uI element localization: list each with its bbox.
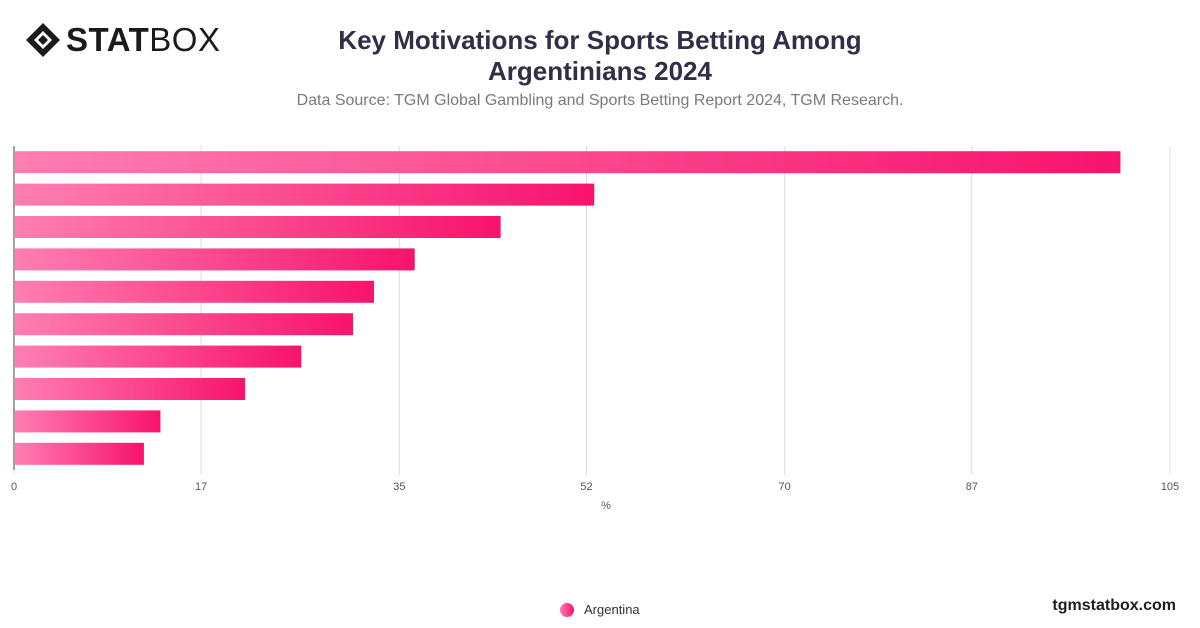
logo-text-bold: STAT <box>66 21 150 58</box>
bar[interactable] <box>15 151 1121 174</box>
legend-label-argentina: Argentina <box>584 602 640 617</box>
x-tick-label: 70 <box>779 481 791 493</box>
watermark: tgmstatbox.com <box>1052 597 1176 614</box>
x-axis-title: % <box>601 500 611 512</box>
chart-title: Key Motivations for Sports Betting Among… <box>338 25 862 86</box>
legend-marker-argentina <box>560 602 574 617</box>
statbox-logo: STATBOX <box>25 22 220 58</box>
bar[interactable] <box>15 345 302 368</box>
bar[interactable] <box>15 183 595 206</box>
x-tick-label: 17 <box>195 481 207 493</box>
bar[interactable] <box>15 410 161 433</box>
chart-subtitle: Data Source: TGM Global Gambling and Spo… <box>296 92 904 109</box>
chart-legend[interactable]: Argentina <box>560 602 640 617</box>
x-tick-label: 35 <box>393 481 405 493</box>
bar[interactable] <box>15 442 144 465</box>
bar[interactable] <box>15 216 501 238</box>
x-tick-label: 52 <box>580 481 592 493</box>
x-tick-label: 105 <box>1161 481 1179 493</box>
x-tick-label: 0 <box>11 481 17 493</box>
bar[interactable] <box>15 313 354 336</box>
x-tick-label: 87 <box>966 481 978 493</box>
logo-text: STATBOX <box>66 22 220 58</box>
logo-text-thin: BOX <box>149 21 221 58</box>
bar[interactable] <box>15 280 375 303</box>
bar[interactable] <box>15 248 415 271</box>
bar[interactable] <box>15 378 246 400</box>
diamond-logo-icon <box>26 23 60 57</box>
